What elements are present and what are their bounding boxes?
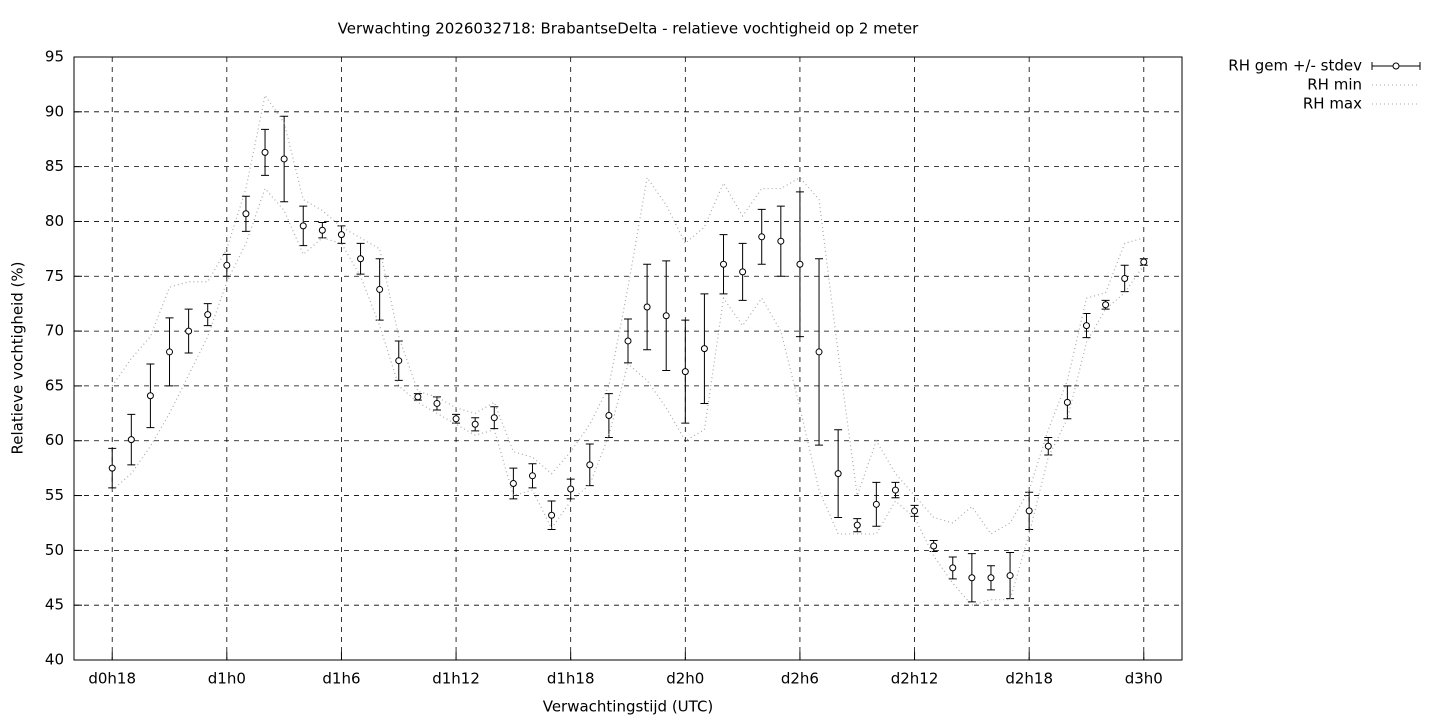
mean-point <box>280 155 288 163</box>
mean-point <box>739 268 747 276</box>
mean-point <box>146 392 154 400</box>
mean-point <box>930 542 938 550</box>
mean-point <box>1044 442 1052 450</box>
mean-point <box>758 233 766 241</box>
legend-label: RH gem +/- stdev <box>1228 57 1362 75</box>
mean-point <box>891 486 899 494</box>
mean-point <box>1140 258 1148 266</box>
x-tick-label: d1h6 <box>322 670 360 688</box>
mean-point <box>796 260 804 268</box>
mean-point <box>968 574 976 582</box>
mean-point <box>987 574 995 582</box>
mean-point <box>1121 274 1129 282</box>
legend-label: RH min <box>1307 76 1362 94</box>
mean-point <box>624 337 632 345</box>
range-line <box>111 187 1145 606</box>
mean-point <box>681 368 689 376</box>
y-tick-label: 75 <box>45 267 64 285</box>
y-tick-label: 45 <box>45 596 64 614</box>
y-tick-label: 50 <box>45 541 64 559</box>
y-tick-label: 55 <box>45 486 64 504</box>
x-tick-label: d1h18 <box>547 670 595 688</box>
mean-point <box>662 312 670 320</box>
mean-point <box>357 255 365 263</box>
mean-point <box>166 348 174 356</box>
y-axis-label: Relatieve vochtigheid (%) <box>9 261 27 454</box>
x-tick-label: d2h12 <box>891 670 939 688</box>
y-tick-label: 90 <box>45 102 64 120</box>
mean-point <box>376 285 384 293</box>
mean-point <box>395 357 403 365</box>
mean-point <box>605 412 613 420</box>
y-tick-label: 80 <box>45 212 64 230</box>
mean-point <box>299 222 307 230</box>
mean-point <box>223 261 231 269</box>
mean-point <box>834 470 842 478</box>
x-tick-label: d2h0 <box>666 670 704 688</box>
x-axis-label: Verwachtingstijd (UTC) <box>543 698 714 716</box>
y-tick-label: 60 <box>45 431 64 449</box>
mean-point <box>949 564 957 572</box>
mean-point <box>204 311 212 319</box>
mean-point <box>337 231 345 239</box>
mean-point <box>1102 301 1110 309</box>
mean-point <box>185 327 193 335</box>
y-tick-label: 95 <box>45 48 64 66</box>
mean-point <box>700 345 708 353</box>
plot-frame <box>73 56 1183 661</box>
y-tick-label: 85 <box>45 157 64 175</box>
x-tick-label: d1h12 <box>432 670 480 688</box>
mean-point <box>567 485 575 493</box>
mean-point <box>1063 398 1071 406</box>
mean-point <box>108 464 116 472</box>
mean-point <box>414 393 422 401</box>
y-tick-label: 70 <box>45 322 64 340</box>
x-tick-label: d2h6 <box>781 670 819 688</box>
mean-point <box>586 461 594 469</box>
x-tick-label: d2h18 <box>1005 670 1053 688</box>
mean-point <box>872 500 880 508</box>
mean-point <box>548 511 556 519</box>
chart-title: Verwachting 2026032718: BrabantseDelta -… <box>338 20 919 38</box>
range-line <box>111 93 1144 535</box>
x-tick-label: d0h18 <box>88 670 136 688</box>
mean-point <box>261 148 269 156</box>
mean-point <box>1025 507 1033 515</box>
mean-point <box>853 521 861 529</box>
mean-point <box>452 415 460 423</box>
mean-point <box>815 348 823 356</box>
mean-point <box>318 226 326 234</box>
legend-label: RH max <box>1303 95 1362 113</box>
mean-point <box>509 479 517 487</box>
mean-point <box>1082 322 1090 330</box>
mean-point <box>127 436 135 444</box>
x-tick-label: d1h0 <box>208 670 246 688</box>
mean-point <box>1006 572 1014 580</box>
x-tick-label: d3h0 <box>1125 670 1163 688</box>
mean-point <box>720 260 728 268</box>
mean-point <box>528 472 536 480</box>
mean-point <box>490 414 498 422</box>
mean-point <box>471 420 479 428</box>
legend-swatch <box>1392 62 1400 70</box>
mean-point <box>242 210 250 218</box>
mean-point <box>777 237 785 245</box>
y-tick-label: 65 <box>45 376 64 394</box>
y-tick-label: 40 <box>45 651 64 669</box>
mean-point <box>433 399 441 407</box>
mean-point <box>911 507 919 515</box>
mean-point <box>643 303 651 311</box>
